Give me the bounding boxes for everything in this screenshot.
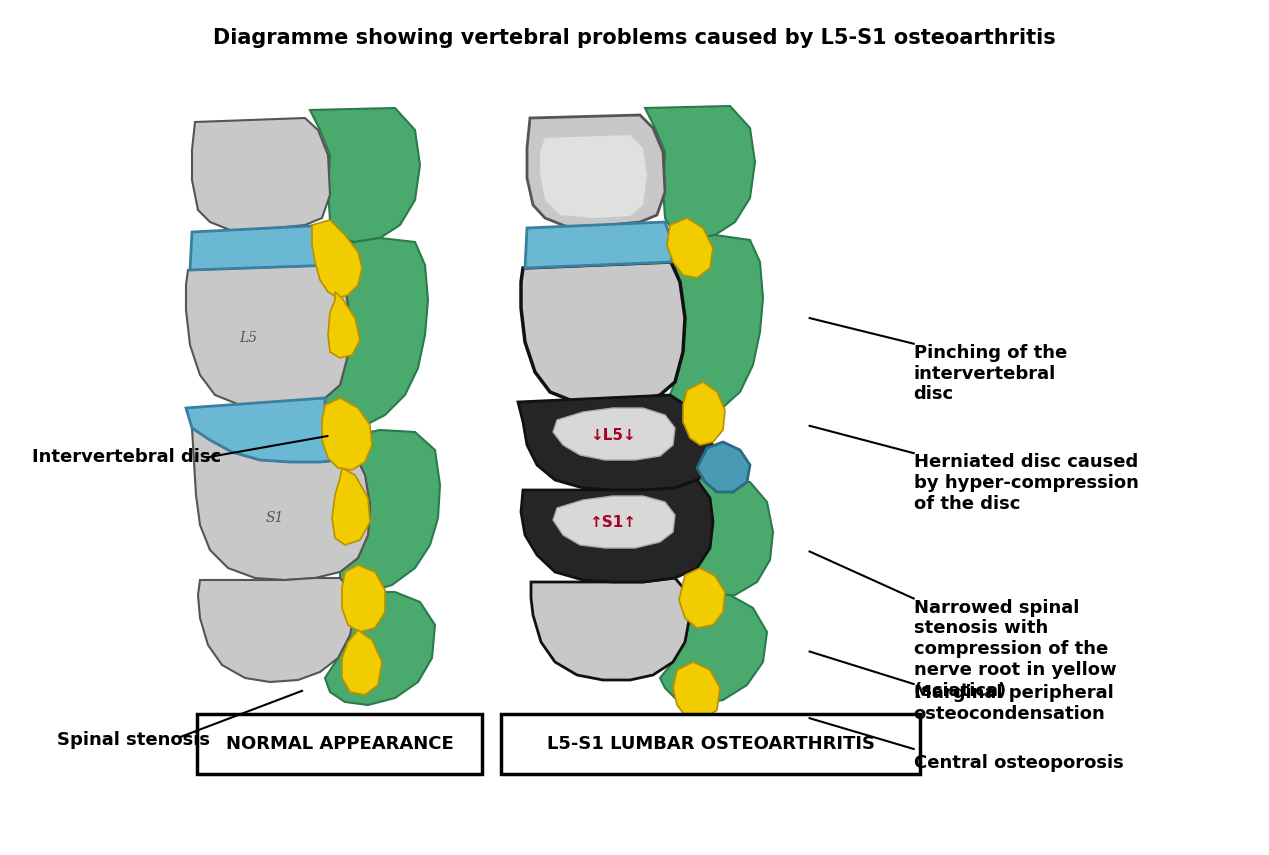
Polygon shape — [522, 262, 685, 405]
Polygon shape — [190, 225, 338, 270]
Text: L5-S1 LUMBAR OSTEOARTHRITIS: L5-S1 LUMBAR OSTEOARTHRITIS — [547, 734, 874, 753]
Text: NORMAL APPEARANCE: NORMAL APPEARANCE — [226, 734, 453, 753]
Text: Herniated disc caused
by hyper-compression
of the disc: Herniated disc caused by hyper-compressi… — [914, 453, 1138, 513]
Text: Central osteoporosis: Central osteoporosis — [914, 754, 1123, 772]
Polygon shape — [525, 222, 673, 268]
Text: Pinching of the
intervertebral
disc: Pinching of the intervertebral disc — [914, 344, 1067, 404]
Polygon shape — [310, 108, 420, 242]
Text: Spinal stenosis: Spinal stenosis — [57, 730, 211, 749]
Polygon shape — [343, 565, 385, 632]
Polygon shape — [679, 568, 725, 628]
Polygon shape — [541, 135, 647, 218]
Text: Narrowed spinal
stenosis with
compression of the
nerve root in yellow
(sciatica): Narrowed spinal stenosis with compressio… — [914, 598, 1117, 699]
Text: ↑S1↑: ↑S1↑ — [590, 515, 637, 529]
Polygon shape — [332, 468, 371, 545]
Polygon shape — [192, 428, 371, 580]
Text: Intervertebral disc: Intervertebral disc — [32, 448, 221, 467]
Polygon shape — [198, 578, 355, 682]
Polygon shape — [667, 218, 713, 278]
Text: L5: L5 — [239, 331, 258, 345]
Polygon shape — [340, 430, 440, 592]
Polygon shape — [685, 478, 773, 598]
Polygon shape — [192, 118, 330, 232]
Text: ↓L5↓: ↓L5↓ — [590, 428, 636, 443]
Polygon shape — [553, 496, 675, 548]
Polygon shape — [697, 442, 750, 492]
Polygon shape — [527, 115, 665, 228]
Polygon shape — [673, 662, 720, 720]
Polygon shape — [322, 398, 372, 470]
Polygon shape — [518, 395, 713, 490]
Bar — [197, 714, 482, 774]
Text: Diagramme showing vertebral problems caused by L5-S1 osteoarthritis: Diagramme showing vertebral problems cau… — [213, 28, 1056, 48]
Polygon shape — [683, 382, 725, 445]
Polygon shape — [187, 265, 350, 408]
Polygon shape — [325, 590, 435, 705]
Polygon shape — [343, 630, 382, 695]
Polygon shape — [530, 578, 690, 680]
Polygon shape — [327, 292, 360, 358]
Bar — [501, 714, 920, 774]
Polygon shape — [670, 235, 763, 422]
Polygon shape — [553, 408, 675, 460]
Polygon shape — [645, 106, 755, 240]
Polygon shape — [522, 480, 713, 582]
Polygon shape — [312, 220, 362, 298]
Polygon shape — [325, 238, 428, 430]
Text: Marginal peripheral
osteocondensation: Marginal peripheral osteocondensation — [914, 684, 1113, 722]
Polygon shape — [660, 590, 766, 705]
Polygon shape — [187, 398, 355, 462]
Text: S1: S1 — [265, 511, 284, 525]
